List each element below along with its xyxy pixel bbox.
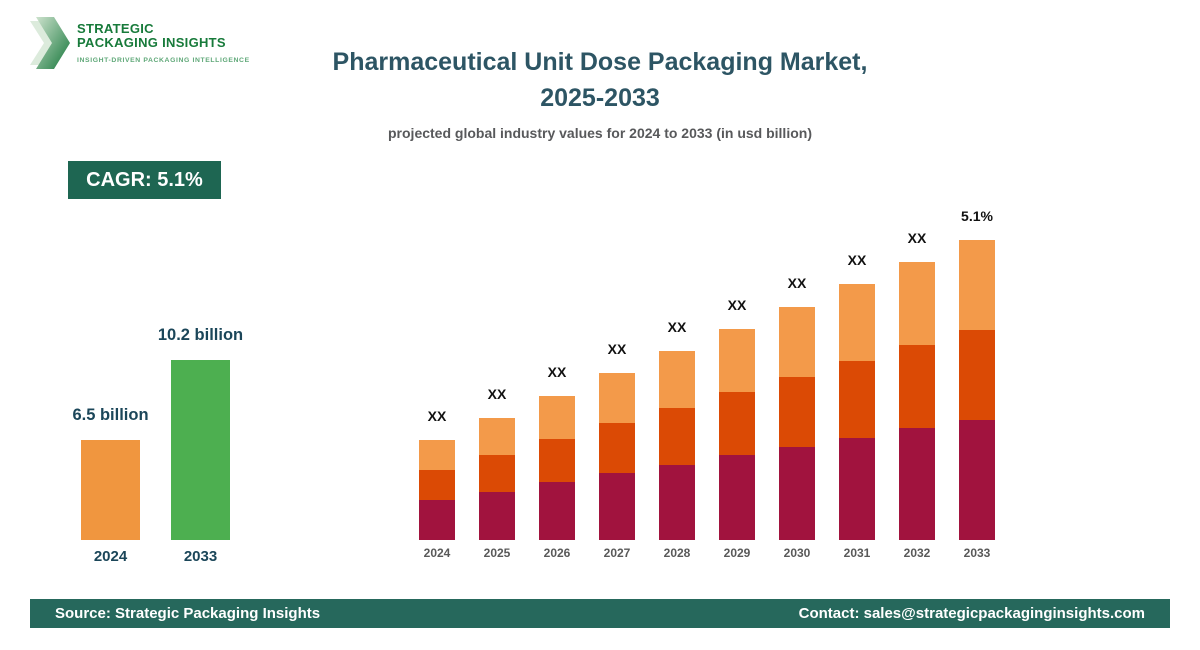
projection-year-label-2033: 2033 bbox=[963, 546, 991, 560]
top-segment-2031 bbox=[839, 284, 875, 361]
bar-top-label-2031: XX bbox=[847, 252, 867, 268]
middle-segment-2033 bbox=[959, 330, 995, 420]
projection-stacked-bar-chart: XX 2024 XX 2025 XX 2026 XX 2027 XX 2028 XX 2029 XX 20… bbox=[401, 205, 1013, 566]
projection-year-label-2029: 2029 bbox=[723, 546, 751, 560]
page-subtitle: projected global industry values for 202… bbox=[388, 125, 812, 141]
summary-year-label-2024: 2024 bbox=[93, 548, 128, 565]
page-title-line-2: 2025-2033 bbox=[540, 84, 660, 112]
company-logo: STRATEGIC PACKAGING INSIGHTS INSIGHT-DRI… bbox=[30, 12, 250, 69]
page-title-line-1: Pharmaceutical Unit Dose Packaging Marke… bbox=[332, 48, 868, 76]
bar-top-label-2030: XX bbox=[787, 275, 807, 291]
bottom-segment-2029 bbox=[719, 455, 755, 540]
top-segment-2029 bbox=[719, 329, 755, 392]
cagr-badge: CAGR: 5.1% bbox=[68, 161, 221, 199]
projection-year-label-2028: 2028 bbox=[663, 546, 691, 560]
footer-bar: Source: Strategic Packaging Insights Con… bbox=[30, 599, 1170, 628]
bottom-segment-2031 bbox=[839, 438, 875, 540]
bar-top-label-2029: XX bbox=[727, 297, 747, 313]
logo-tagline: INSIGHT-DRIVEN PACKAGING INTELLIGENCE bbox=[77, 57, 250, 65]
bottom-segment-2027 bbox=[599, 473, 635, 540]
footer-source-text: Source: Strategic Packaging Insights bbox=[55, 605, 321, 622]
middle-segment-2028 bbox=[659, 408, 695, 465]
top-segment-2032 bbox=[899, 262, 935, 345]
top-segment-2030 bbox=[779, 307, 815, 377]
stacked-bar-2033 bbox=[959, 240, 995, 540]
middle-segment-2025 bbox=[479, 455, 515, 492]
stacked-bar-2031 bbox=[839, 284, 875, 540]
bottom-segment-2028 bbox=[659, 465, 695, 540]
stacked-bar-2026 bbox=[539, 396, 575, 540]
logo-line-1: STRATEGIC bbox=[77, 21, 154, 36]
stacked-bar-2025 bbox=[479, 418, 515, 540]
top-segment-2025 bbox=[479, 418, 515, 455]
bottom-segment-2030 bbox=[779, 447, 815, 540]
logo-text: STRATEGIC PACKAGING INSIGHTS INSIGHT-DRI… bbox=[77, 12, 250, 69]
bar-top-label-2032: XX bbox=[907, 230, 927, 246]
summary-bar-2024 bbox=[81, 440, 140, 540]
bar-top-label-2026: XX bbox=[547, 364, 567, 380]
middle-segment-2030 bbox=[779, 377, 815, 447]
bar-top-label-2024: XX bbox=[427, 408, 447, 424]
middle-segment-2029 bbox=[719, 392, 755, 455]
middle-segment-2027 bbox=[599, 423, 635, 473]
summary-year-label-2033: 2033 bbox=[183, 548, 218, 565]
logo-chevron-icon bbox=[30, 17, 70, 69]
logo-line-2: PACKAGING INSIGHTS bbox=[77, 35, 226, 51]
bottom-segment-2025 bbox=[479, 492, 515, 540]
projection-year-label-2026: 2026 bbox=[543, 546, 571, 560]
bottom-segment-2026 bbox=[539, 482, 575, 540]
top-segment-2033 bbox=[959, 240, 995, 330]
stacked-bar-2027 bbox=[599, 373, 635, 540]
projection-year-label-2027: 2027 bbox=[603, 546, 631, 560]
stacked-bar-2029 bbox=[719, 329, 755, 540]
summary-value-label-2024: 6.5 billion bbox=[72, 406, 149, 424]
footer-contact-text: Contact: sales@strategicpackaginginsight… bbox=[798, 605, 1145, 622]
middle-segment-2024 bbox=[419, 470, 455, 500]
summary-bar-chart: 6.5 billion 2024 10.2 billion 2033 bbox=[60, 326, 280, 576]
bottom-segment-2032 bbox=[899, 428, 935, 540]
projection-year-label-2025: 2025 bbox=[483, 546, 511, 560]
bar-top-label-2033: 5.1% bbox=[961, 208, 993, 224]
projection-year-label-2030: 2030 bbox=[783, 546, 811, 560]
stacked-bar-2030 bbox=[779, 307, 815, 540]
middle-segment-2031 bbox=[839, 361, 875, 438]
stacked-bar-2028 bbox=[659, 351, 695, 540]
bottom-segment-2033 bbox=[959, 420, 995, 540]
projection-year-label-2024: 2024 bbox=[423, 546, 451, 560]
top-segment-2027 bbox=[599, 373, 635, 423]
stacked-bar-2024 bbox=[419, 440, 455, 540]
summary-bar-2033 bbox=[171, 360, 230, 540]
projection-year-label-2032: 2032 bbox=[903, 546, 931, 560]
bar-top-label-2027: XX bbox=[607, 341, 627, 357]
top-segment-2024 bbox=[419, 440, 455, 470]
stacked-bar-2032 bbox=[899, 262, 935, 540]
chart-header: Pharmaceutical Unit Dose Packaging Marke… bbox=[0, 44, 1200, 141]
top-segment-2026 bbox=[539, 396, 575, 439]
middle-segment-2032 bbox=[899, 345, 935, 428]
projection-year-label-2031: 2031 bbox=[843, 546, 871, 560]
bottom-segment-2024 bbox=[419, 500, 455, 540]
middle-segment-2026 bbox=[539, 439, 575, 482]
top-segment-2028 bbox=[659, 351, 695, 408]
bar-top-label-2028: XX bbox=[667, 319, 687, 335]
bar-top-label-2025: XX bbox=[487, 386, 507, 402]
summary-value-label-2033: 10.2 billion bbox=[157, 326, 244, 344]
